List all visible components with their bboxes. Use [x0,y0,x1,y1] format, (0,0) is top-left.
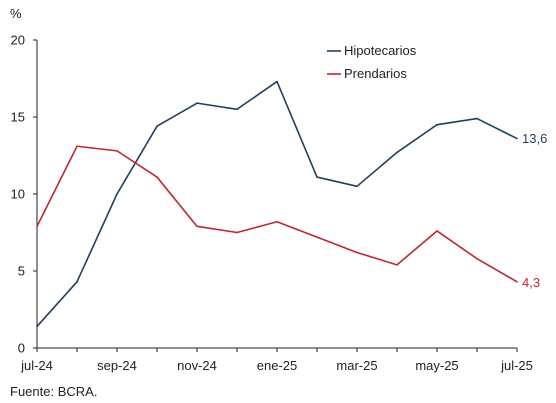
data-point-prendarios [516,280,518,283]
data-point-prendarios [356,251,358,254]
data-point-prendarios [236,231,238,234]
data-point-prendarios [76,145,78,148]
x-tick-label: jul-24 [20,358,53,373]
y-tick-label: 15 [11,110,25,125]
data-point-hipotecarios [276,80,278,83]
end-label-prendarios: 4,3 [522,275,540,290]
x-axis: jul-24 sep-24 nov-24 ene-25 mar-25 may-25 jul-… [20,347,533,373]
data-point-hipotecarios [476,117,478,120]
data-point-hipotecarios [436,123,438,126]
data-point-prendarios [436,230,438,232]
x-tick-label: ene-25 [257,358,297,373]
data-point-hipotecarios [116,193,118,195]
y-axis: 0 5 10 15 20 [11,33,38,356]
x-tick-label: nov-24 [177,358,217,373]
source-note: Fuente: BCRA. [10,384,97,399]
data-point-hipotecarios [516,137,518,140]
data-point-hipotecarios [356,185,358,188]
data-point-prendarios [36,225,38,228]
data-point-hipotecarios [76,280,78,283]
x-tick-label: mar-25 [336,358,377,373]
legend-label-hipotecarios: Hipotecarios [344,43,417,58]
data-point-prendarios [476,257,478,260]
data-point-prendarios [156,176,158,178]
y-tick-label: 20 [11,33,25,48]
data-point-hipotecarios [196,102,198,104]
y-tick-label: 10 [11,187,25,202]
data-point-prendarios [316,236,318,238]
x-tick-label: sep-24 [97,358,137,373]
data-point-hipotecarios [236,108,238,111]
y-ticks: 0 5 10 15 20 [11,33,37,356]
legend-label-prendarios: Prendarios [344,66,407,81]
data-point-hipotecarios [396,151,398,154]
series-line-prendarios [36,145,518,283]
data-point-prendarios [396,264,398,266]
legend: Hipotecarios Prendarios [327,43,417,81]
y-axis-unit-label: % [10,6,22,21]
x-tick-label: may-25 [415,358,458,373]
data-point-hipotecarios [316,176,318,178]
y-tick-label: 5 [18,264,25,279]
data-point-hipotecarios [36,325,38,328]
data-point-prendarios [196,225,198,228]
data-point-hipotecarios [156,125,158,128]
data-point-prendarios [116,150,118,152]
series-layer [36,80,518,328]
data-point-prendarios [276,220,278,223]
series-line-hipotecarios [36,80,518,327]
x-tick-label: jul-25 [500,358,533,373]
x-ticks: jul-24 sep-24 nov-24 ene-25 mar-25 may-25 jul-… [20,348,533,373]
end-label-hipotecarios: 13,6 [522,131,547,146]
y-tick-label: 0 [18,341,25,356]
